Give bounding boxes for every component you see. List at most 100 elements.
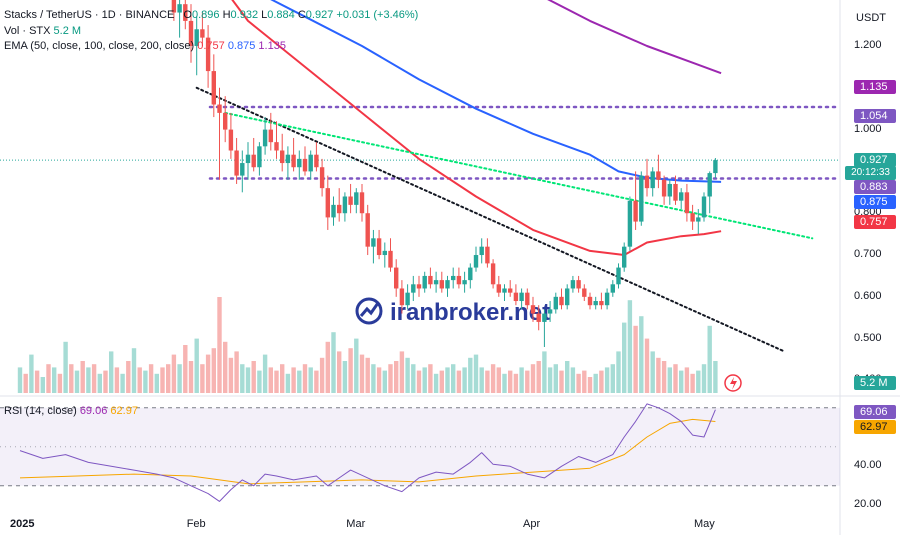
volume-bar bbox=[188, 361, 194, 393]
candle bbox=[211, 54, 216, 118]
candle bbox=[633, 171, 638, 230]
candle-body bbox=[696, 217, 701, 222]
candle bbox=[485, 238, 490, 268]
time-tick-label: Feb bbox=[186, 518, 206, 530]
candle-body bbox=[234, 150, 239, 176]
candle-body bbox=[274, 142, 279, 151]
candle bbox=[559, 288, 564, 310]
candle-body bbox=[422, 275, 427, 289]
candle-body bbox=[559, 296, 564, 306]
candle bbox=[228, 112, 234, 159]
candle bbox=[308, 150, 313, 180]
candle bbox=[371, 229, 376, 264]
candle-body bbox=[280, 150, 285, 164]
candle bbox=[376, 229, 382, 260]
candle-body bbox=[211, 71, 216, 105]
candle-body bbox=[604, 292, 610, 306]
volume-bar bbox=[428, 364, 433, 393]
candle bbox=[462, 271, 467, 293]
candle bbox=[382, 242, 387, 268]
candle-body bbox=[337, 204, 342, 214]
candle-body bbox=[547, 309, 553, 314]
volume-bar bbox=[633, 325, 638, 393]
candle bbox=[428, 267, 433, 289]
volume-tag: 5.2 M bbox=[854, 376, 896, 390]
volume-bar bbox=[46, 364, 51, 393]
candle bbox=[576, 275, 581, 293]
candle bbox=[593, 296, 598, 310]
volume-bar bbox=[542, 351, 547, 393]
volume-bar bbox=[91, 364, 97, 393]
price-tick-label: 0.500 bbox=[854, 331, 882, 344]
candle-body bbox=[593, 301, 598, 306]
rsi-tag: 69.06 bbox=[854, 405, 896, 419]
candle-body bbox=[314, 154, 319, 168]
candle-body bbox=[622, 246, 627, 268]
candle-body bbox=[200, 29, 205, 38]
candle bbox=[684, 183, 690, 222]
candle-body bbox=[416, 284, 422, 289]
candle-body bbox=[627, 200, 633, 247]
level-mid-tag: 0.883 bbox=[854, 180, 896, 194]
volume-bar bbox=[371, 364, 376, 393]
candle bbox=[656, 154, 661, 189]
candle-body bbox=[508, 288, 513, 293]
volume-bar bbox=[411, 364, 416, 393]
volume-bar bbox=[684, 367, 690, 393]
ema200-line bbox=[547, 0, 722, 75]
candle bbox=[610, 280, 615, 297]
time-tick-label: Mar bbox=[346, 518, 366, 530]
candle-body bbox=[319, 167, 325, 189]
volume-bar bbox=[462, 367, 467, 393]
candle-body bbox=[183, 4, 188, 21]
volume-bar bbox=[587, 377, 593, 393]
candle bbox=[280, 133, 285, 172]
volume-bar bbox=[439, 370, 444, 393]
candle-body bbox=[639, 175, 644, 222]
candle bbox=[639, 171, 644, 226]
volume-bar bbox=[473, 354, 479, 393]
volume-bar bbox=[325, 341, 330, 393]
candle bbox=[171, 0, 177, 21]
candle bbox=[502, 284, 507, 302]
ema100-line bbox=[270, 0, 722, 183]
volume-bar bbox=[547, 367, 553, 393]
change-value: +0.031 (+3.46%) bbox=[336, 9, 419, 21]
volume-bar bbox=[696, 370, 701, 393]
candle bbox=[468, 263, 473, 289]
volume-bar bbox=[23, 373, 28, 393]
candle bbox=[616, 263, 621, 289]
candle bbox=[217, 87, 222, 180]
candle-body bbox=[325, 188, 330, 218]
candle bbox=[257, 142, 262, 176]
volume-bar bbox=[530, 364, 536, 393]
candle-body bbox=[376, 238, 382, 256]
candle-body bbox=[388, 250, 393, 268]
level-top-tag: 1.054 bbox=[854, 109, 896, 123]
volume-bar bbox=[376, 367, 382, 393]
candle bbox=[696, 209, 701, 235]
candle bbox=[188, 4, 194, 63]
candle-body bbox=[268, 129, 273, 143]
volume-bar bbox=[245, 367, 251, 393]
volume-bar bbox=[342, 361, 348, 393]
candle bbox=[245, 142, 251, 180]
candle-body bbox=[371, 238, 376, 247]
volume-bar bbox=[302, 364, 308, 393]
candle bbox=[650, 167, 655, 197]
candle bbox=[302, 146, 308, 176]
candle-body bbox=[394, 267, 399, 289]
candle bbox=[496, 275, 501, 297]
volume-bar bbox=[639, 316, 644, 393]
volume-bar bbox=[354, 338, 359, 393]
candle-body bbox=[690, 213, 695, 222]
candle bbox=[439, 271, 444, 293]
candle bbox=[388, 238, 393, 272]
candle-body bbox=[171, 0, 177, 13]
candle bbox=[644, 158, 650, 197]
volume-bar bbox=[143, 370, 148, 393]
candle-body bbox=[223, 112, 228, 130]
volume-bar bbox=[205, 354, 211, 393]
